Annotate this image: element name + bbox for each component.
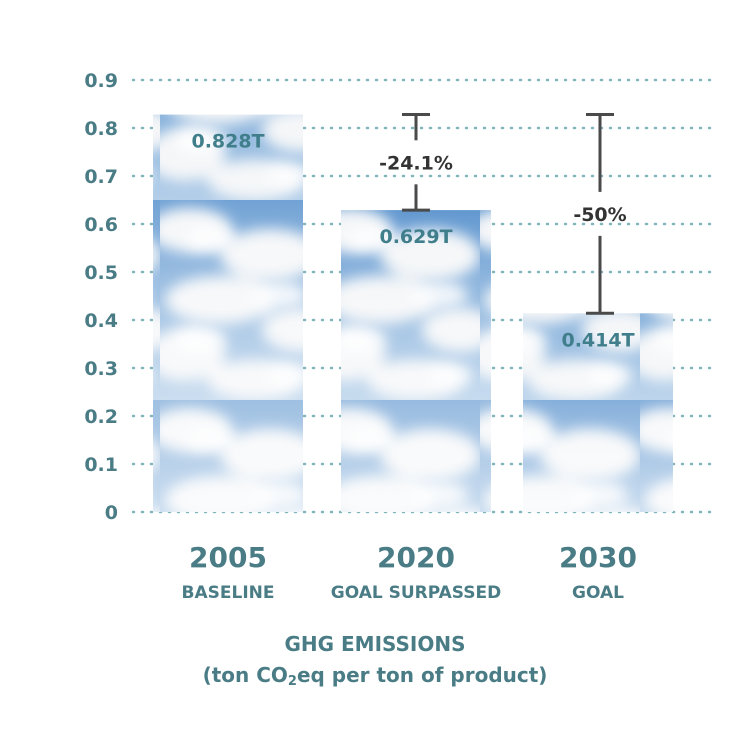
reduction-marker: -24.1% <box>379 113 453 212</box>
y-tick-label: 0.7 <box>84 166 118 188</box>
x-axis-title-subscript: 2 <box>287 674 297 689</box>
y-tick-label: 0 <box>105 502 118 524</box>
bar-value-label: 0.414T <box>561 329 634 351</box>
y-tick-label: 0.3 <box>84 358 118 380</box>
y-tick-label: 0.9 <box>84 70 118 92</box>
x-category-label: 2020 <box>377 541 455 574</box>
y-tick-label: 0.5 <box>84 262 118 284</box>
reduction-label: -24.1% <box>379 152 453 174</box>
x-category-label: 2005 <box>189 541 267 574</box>
x-axis-title-line2: (ton CO2eq per ton of product) <box>0 663 750 689</box>
x-category-sublabel: GOAL SURPASSED <box>331 583 502 603</box>
y-tick-label: 0.2 <box>84 406 118 428</box>
x-category-sublabel: GOAL <box>572 583 624 603</box>
bar-value-label: 0.629T <box>379 226 452 248</box>
y-tick-label: 0.8 <box>84 118 118 140</box>
value-labels: 0.828T 0.629T 0.414T <box>191 131 634 352</box>
bars <box>153 114 673 512</box>
bar-shade <box>153 114 303 512</box>
x-axis-title-line1: GHG EMISSIONS <box>284 632 466 656</box>
x-axis-categories: 2005 BASELINE 2020 GOAL SURPASSED 2030 GOAL <box>182 541 637 603</box>
bar-shade <box>341 210 491 512</box>
x-axis-title-part1: (ton CO <box>202 663 288 687</box>
bar-value-label: 0.828T <box>191 131 264 153</box>
bar-shade <box>523 313 673 512</box>
y-tick-label: 0.6 <box>84 214 118 236</box>
x-category-sublabel: BASELINE <box>182 583 275 603</box>
reduction-marker: -50% <box>573 113 627 315</box>
y-tick-label: 0.4 <box>84 310 118 332</box>
reduction-label: -50% <box>573 204 626 226</box>
y-tick-label: 0.1 <box>84 454 118 476</box>
reduction-markers: -24.1% -50% <box>379 113 627 315</box>
x-category-label: 2030 <box>559 541 637 574</box>
y-axis-ticks: 0 0.1 0.2 0.3 0.4 0.5 0.6 0.7 0.8 0.9 <box>84 70 118 524</box>
x-axis-title-part2: eq per ton of product) <box>296 663 548 687</box>
